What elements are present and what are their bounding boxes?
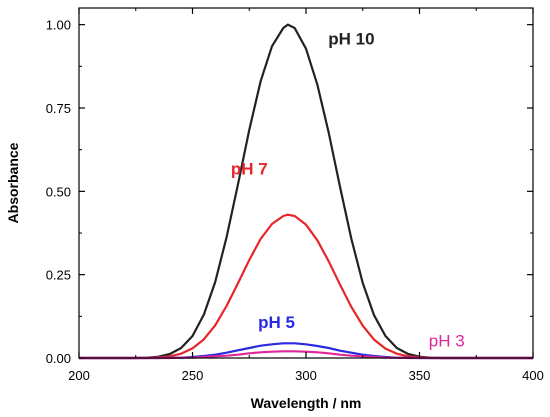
series-line-ph-10: [79, 23, 533, 360]
x-tick-label: 250: [182, 368, 204, 383]
x-tick-label: 400: [522, 368, 544, 383]
y-tick-label: 1.00: [46, 18, 71, 33]
series-label-ph-7: pH 7: [231, 160, 268, 179]
series-lines: [79, 23, 533, 360]
series-label-ph-10: pH 10: [328, 30, 374, 49]
y-tick-label: 0.50: [46, 184, 71, 199]
y-tick-label: 0.75: [46, 101, 71, 116]
series-line-ph-7: [79, 213, 533, 360]
plot-frame: [78, 7, 534, 359]
x-tick-label: 300: [295, 368, 317, 383]
y-tick-label: 0.25: [46, 268, 71, 283]
series-label-ph-5: pH 5: [258, 313, 295, 332]
y-tick-label: 0.00: [46, 351, 71, 366]
x-axis-title: Wavelength / nm: [251, 395, 362, 411]
series-labels: pH 10 pH 7 pH 5 pH 3: [231, 30, 465, 351]
x-tick-label: 350: [409, 368, 431, 383]
x-tick-label: 200: [68, 368, 90, 383]
axis-ticks: 200 250 300 350 400 0.00 0.25 0.50 0.75 1.00: [46, 8, 544, 383]
series-label-ph-3: pH 3: [429, 331, 465, 350]
y-axis-title: Absorbance: [5, 142, 21, 223]
